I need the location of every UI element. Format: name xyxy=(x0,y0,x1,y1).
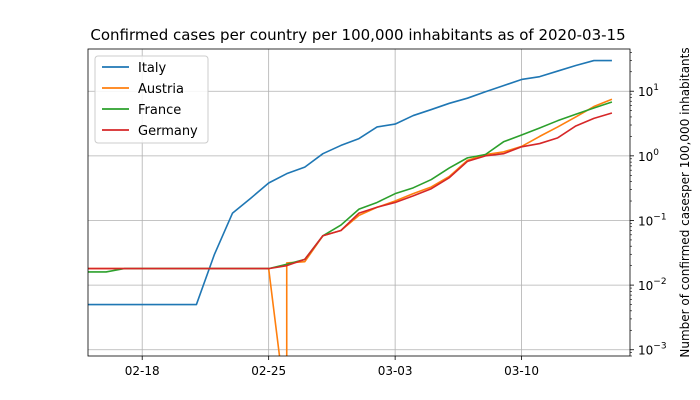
legend-label: Austria xyxy=(138,82,184,97)
x-tick-label: 02-25 xyxy=(251,364,286,378)
grid xyxy=(88,49,630,356)
legend-label: Germany xyxy=(138,124,198,139)
legend-label: France xyxy=(138,103,181,118)
legend: Italy Austria France Germany xyxy=(94,55,209,144)
series-line-italy xyxy=(88,59,612,306)
x-tick-label: 03-03 xyxy=(378,364,413,378)
y-tick-label: 10−1 xyxy=(638,212,667,228)
chart-title: Confirmed cases per country per 100,000 … xyxy=(90,26,625,44)
y-tick-label: 100 xyxy=(638,148,659,164)
series-line-germany xyxy=(88,112,613,270)
plot-area xyxy=(88,59,613,356)
y-axis: 10−3 10−2 10−1 100 101 xyxy=(630,52,667,358)
axes-frame xyxy=(87,48,631,357)
y-axis-label: Number of confirmed casesper 100,000 inh… xyxy=(678,47,692,357)
x-tick-label: 03-10 xyxy=(504,364,539,378)
legend-label: Italy xyxy=(138,61,167,76)
x-axis: 02-18 02-25 03-03 03-10 xyxy=(125,356,539,378)
y-tick-label: 101 xyxy=(638,83,659,99)
y-tick-label: 10−3 xyxy=(638,342,667,358)
legend-box xyxy=(94,55,209,144)
y-tick-label: 10−2 xyxy=(638,277,667,293)
x-tick-label: 02-18 xyxy=(125,364,160,378)
